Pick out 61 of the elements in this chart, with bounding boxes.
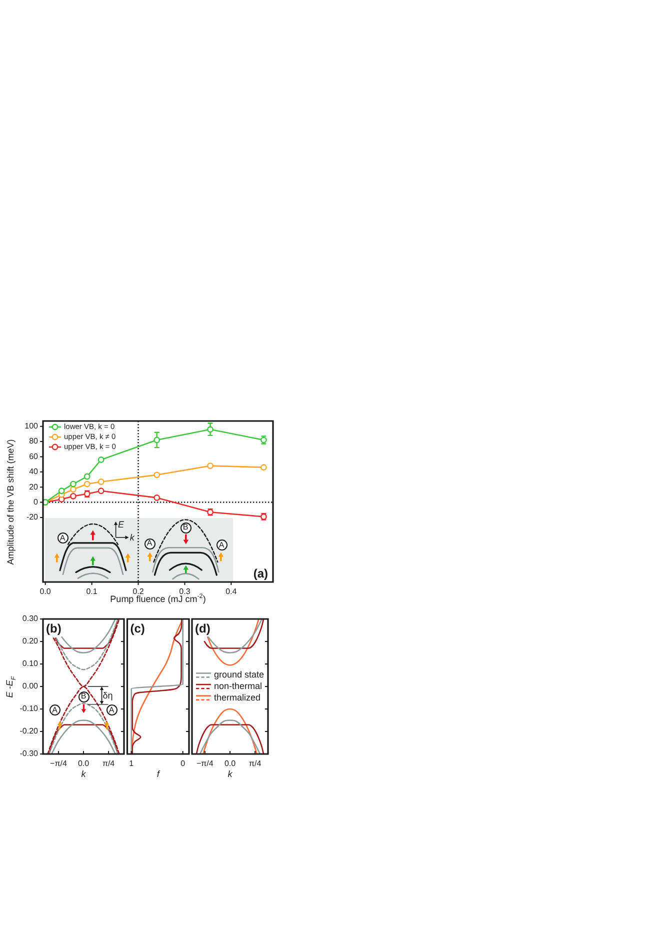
x-axis-title: k [81,769,86,779]
x-tick-label: 0.0 [40,587,52,596]
y-axis-title: Amplitude of the VB shift (meV) [6,438,16,564]
x-axis-title: k [228,769,232,779]
y-tick-label: 0.00 [22,682,39,691]
point [260,464,267,471]
chart-title: (d) [195,621,210,636]
x-tick-label: 0.0 [78,759,90,768]
annotation: δη [102,690,113,700]
x-tick-label: 0.1 [86,587,98,596]
y-tick-label: 20 [29,482,39,492]
legend-label: non-thermal [214,680,262,691]
x-tick-label: π/4 [102,759,116,768]
point [84,480,90,488]
y-tick-label: -0.10 [20,704,39,714]
x-tick-label: −π/4 [196,759,214,768]
x-tick-label: π/4 [248,759,262,768]
y-tick-label: 40 [29,467,39,476]
annotation: A [49,704,60,716]
annotation: A [144,538,156,550]
legend-label: ground state [214,670,264,680]
x-tick-label: 0.4 [226,587,238,596]
y-tick-label: 60 [29,452,39,461]
text: (a) [253,566,268,580]
x-tick-label: 1 [129,759,134,768]
y-tick-label: 0 [34,497,39,506]
point [84,473,90,480]
point [154,436,160,444]
annotation: B [180,522,192,534]
y-tick-label: -0.20 [20,726,39,736]
point [154,472,160,478]
y-tick-label: -20 [26,512,39,522]
point [70,480,76,488]
y-tick-label: -0.30 [20,749,39,758]
y-tick-label: 100 [24,422,39,431]
point [154,494,160,501]
point [98,456,104,463]
y-tick-label: 80 [29,436,39,446]
y-tick-label: 0.10 [22,659,39,668]
point [70,486,76,493]
point [98,488,104,494]
point [207,462,214,470]
chart-title: (b) [46,621,62,636]
point [58,488,65,494]
x-tick-label: 0 [180,759,186,768]
annotation: A [106,704,118,716]
y-tick-label: 0.30 [22,614,39,624]
y-tick-label: 0.20 [22,636,39,646]
legend-label: thermalized [214,692,260,702]
x-axis-title: f [156,769,160,779]
annotation: A [216,540,228,550]
chart-title: (c) [130,621,145,636]
x-tick-label: 0.0 [224,759,236,768]
annotation: k [130,532,134,543]
point [207,426,214,433]
point [70,492,76,500]
point [98,478,104,485]
annotation: E [118,519,124,530]
x-tick-label: −π/4 [50,759,68,768]
annotation: B [78,691,89,702]
annotation: A [57,532,68,544]
